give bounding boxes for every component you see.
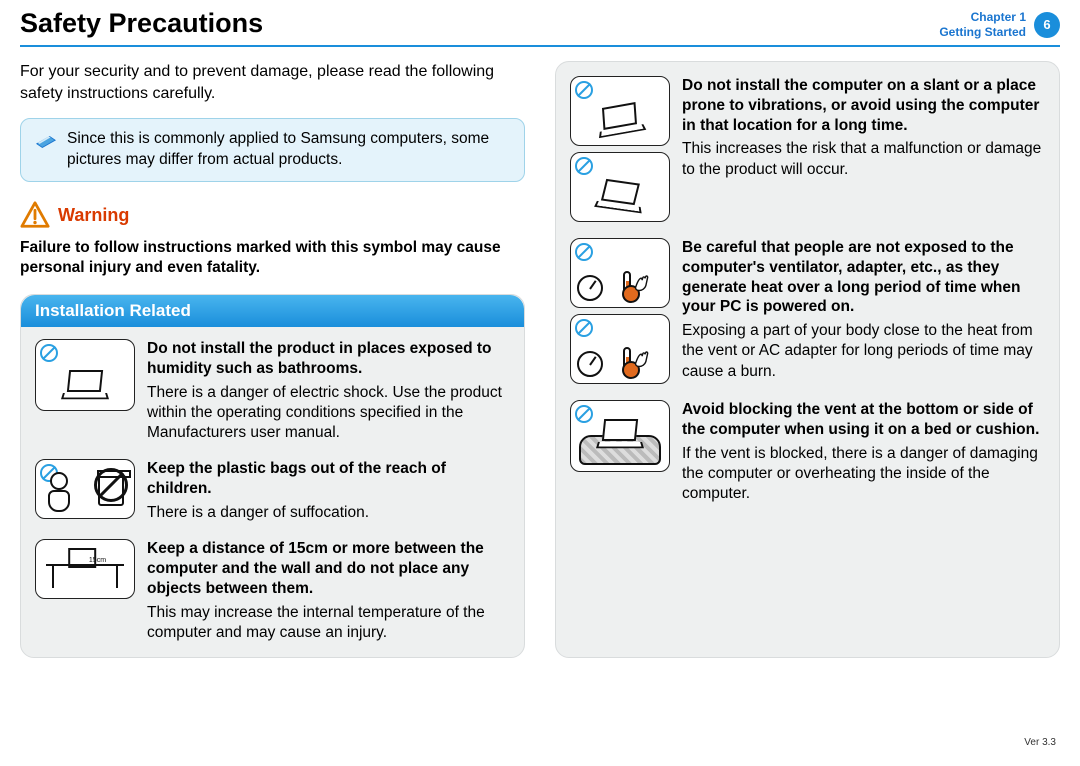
illustration-humidity [35, 339, 135, 411]
note-box: Since this is commonly applied to Samsun… [20, 118, 525, 182]
hand-icon [627, 267, 659, 297]
thumb-humidity [35, 339, 135, 443]
page-title: Safety Precautions [20, 8, 263, 39]
item-title: Avoid blocking the vent at the bottom or… [682, 400, 1045, 440]
item-body: If the vent is blocked, there is a dange… [682, 444, 1045, 504]
safety-item: 15cm Keep a distance of 15cm or more bet… [35, 539, 510, 643]
note-icon [35, 131, 57, 149]
illustration-vent-block [570, 400, 670, 472]
item-body: Exposing a part of your body close to th… [682, 321, 1045, 381]
item-title: Be careful that people are not exposed t… [682, 238, 1045, 317]
installation-panel-right: Do not install the computer on a slant o… [555, 61, 1060, 658]
prohibit-icon [40, 344, 58, 362]
page-number-badge: 6 [1034, 12, 1060, 38]
prohibit-icon [575, 157, 593, 175]
hand-icon [627, 343, 659, 373]
safety-item: Keep the plastic bags out of the reach o… [35, 459, 510, 523]
warning-icon [20, 200, 50, 230]
illustration-slant-monitor [570, 76, 670, 146]
installation-panel: Installation Related Do not install the … [20, 294, 525, 658]
note-text: Since this is commonly applied to Samsun… [67, 129, 510, 171]
prohibit-icon [575, 319, 593, 337]
panel-body-left: Do not install the product in places exp… [21, 327, 524, 657]
chapter-line1: Chapter 1 [939, 10, 1026, 24]
safety-item: Avoid blocking the vent at the bottom or… [570, 400, 1045, 504]
item-title: Do not install the computer on a slant o… [682, 76, 1045, 135]
header-divider [20, 45, 1060, 47]
thumb-distance: 15cm [35, 539, 135, 643]
illustration-plastic-bag [35, 459, 135, 519]
illustration-distance: 15cm [35, 539, 135, 599]
item-body: This may increase the internal temperatu… [147, 603, 510, 643]
item-title: Do not install the product in places exp… [147, 339, 510, 379]
distance-label: 15cm [89, 557, 106, 564]
safety-item: Do not install the product in places exp… [35, 339, 510, 443]
intro-text: For your security and to prevent damage,… [20, 61, 525, 104]
desk-icon [46, 564, 124, 590]
warning-text: Failure to follow instructions marked wi… [20, 238, 525, 278]
laptop-icon [62, 368, 108, 400]
chapter-text: Chapter 1 Getting Started [939, 10, 1026, 39]
left-column: For your security and to prevent damage,… [20, 61, 525, 658]
illustration-heat-adapter [570, 314, 670, 384]
dial-icon [577, 351, 603, 377]
right-column: Do not install the computer on a slant o… [555, 61, 1060, 658]
page-header: Safety Precautions Chapter 1 Getting Sta… [0, 0, 1080, 43]
illustration-slant-laptop [570, 152, 670, 222]
prohibit-icon [575, 81, 593, 99]
item-body: There is a danger of electric shock. Use… [147, 383, 510, 443]
version-label: Ver 3.3 [1024, 737, 1056, 748]
item-body: This increases the risk that a malfuncti… [682, 139, 1045, 179]
baby-icon [44, 472, 78, 512]
thumb-slant [570, 76, 670, 222]
panel-header: Installation Related [21, 295, 524, 327]
prohibit-icon [575, 243, 593, 261]
safety-item: Do not install the computer on a slant o… [570, 76, 1045, 222]
chapter-area: Chapter 1 Getting Started 6 [939, 10, 1060, 39]
thumb-vent-block [570, 400, 670, 504]
item-title: Keep a distance of 15cm or more between … [147, 539, 510, 598]
warning-label: Warning [58, 205, 129, 226]
item-title: Keep the plastic bags out of the reach o… [147, 459, 510, 499]
tilted-monitor-icon [595, 99, 646, 139]
panel-body-right: Do not install the computer on a slant o… [556, 62, 1059, 518]
tilted-laptop-icon [595, 176, 645, 214]
illustration-heat-vent [570, 238, 670, 308]
dial-icon [577, 275, 603, 301]
content-columns: For your security and to prevent damage,… [0, 61, 1080, 658]
safety-item: Be careful that people are not exposed t… [570, 238, 1045, 384]
item-body: There is a danger of suffocation. [147, 503, 510, 523]
laptop-on-cushion-icon [597, 417, 643, 449]
thumb-heat [570, 238, 670, 384]
prohibit-icon [575, 405, 593, 423]
warning-heading: Warning [20, 200, 525, 230]
chapter-line2: Getting Started [939, 25, 1026, 39]
thumb-plastic-bag [35, 459, 135, 523]
